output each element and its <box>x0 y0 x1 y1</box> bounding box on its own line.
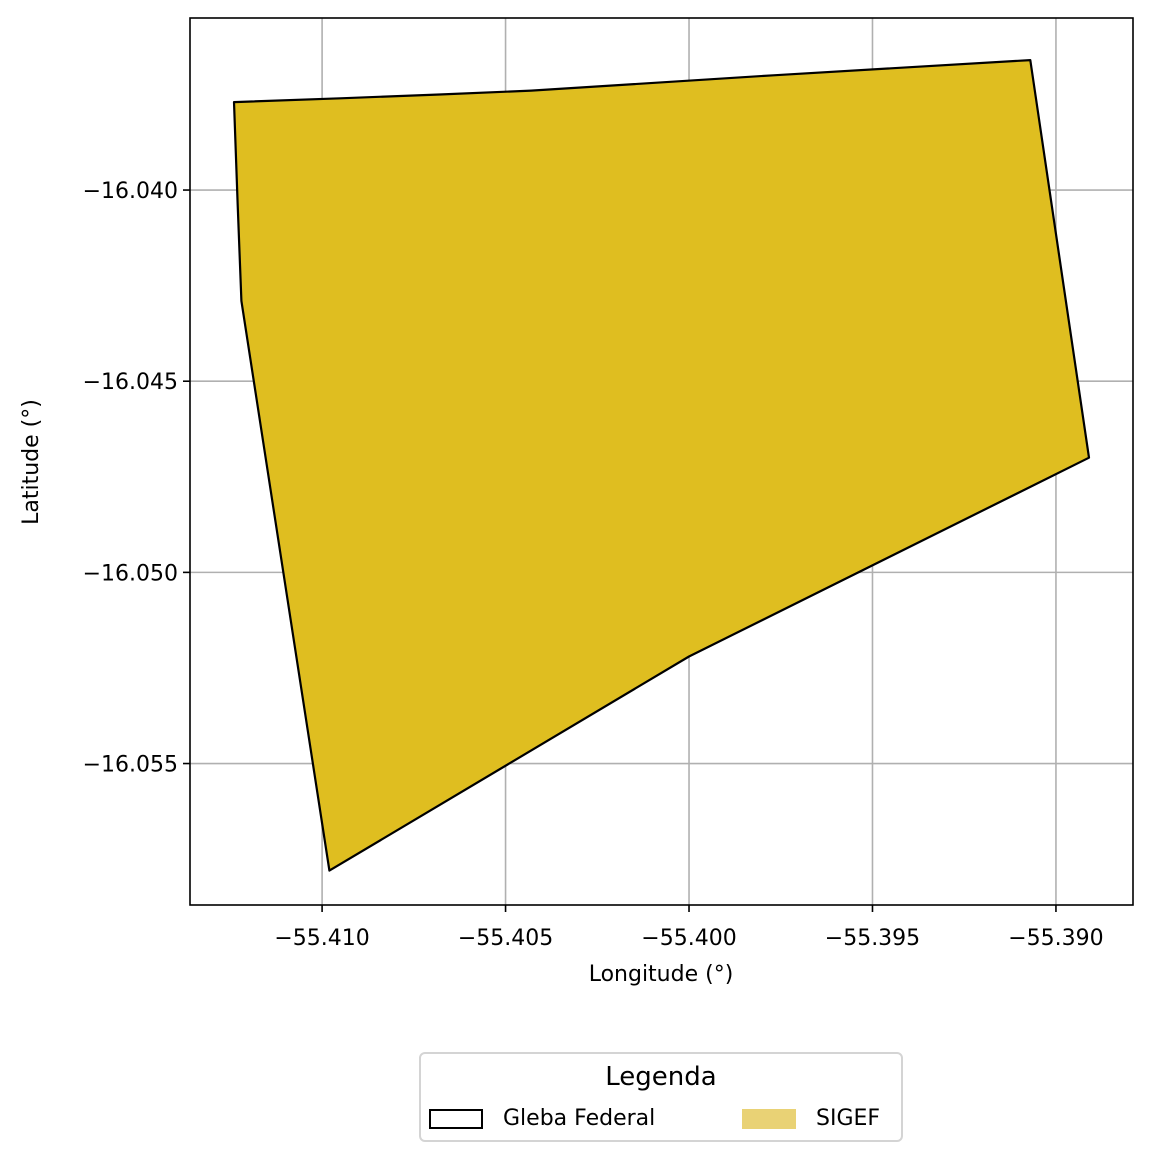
polygon-sigef <box>232 58 1091 872</box>
tick-layer: −55.410 −55.405 −55.400 −55.395 −55.390 −16.0… <box>83 179 1104 951</box>
y-tick-label: −16.040 <box>83 179 178 204</box>
x-tick-label: −55.405 <box>458 926 553 951</box>
legend-label-gleba-federal: Gleba Federal <box>503 1106 656 1131</box>
legend-swatch-gleba-federal <box>429 1108 483 1129</box>
plot-frame <box>189 17 1134 906</box>
y-tick-label: −16.050 <box>83 561 178 586</box>
y-tick-label: −16.055 <box>83 753 178 778</box>
legend-swatch-sigef <box>742 1108 796 1129</box>
x-tick-label: −55.410 <box>274 926 369 951</box>
legend-title: Legenda <box>605 1062 717 1092</box>
x-tick-label: −55.390 <box>1008 926 1103 951</box>
y-tick-label: −16.045 <box>83 370 178 395</box>
x-tick-label: −55.395 <box>825 926 920 951</box>
y-axis-label: Latitude (°) <box>19 399 44 525</box>
legend: Legenda Gleba Federal SIGEF <box>419 1052 903 1142</box>
polygon-layer <box>232 58 1091 872</box>
legend-entry-gleba-federal: Gleba Federal <box>429 1106 655 1131</box>
x-axis-label: Longitude (°) <box>589 962 734 987</box>
legend-label-sigef: SIGEF <box>816 1106 881 1131</box>
legend-entry-sigef: SIGEF <box>742 1106 880 1131</box>
x-tick-label: −55.400 <box>641 926 736 951</box>
